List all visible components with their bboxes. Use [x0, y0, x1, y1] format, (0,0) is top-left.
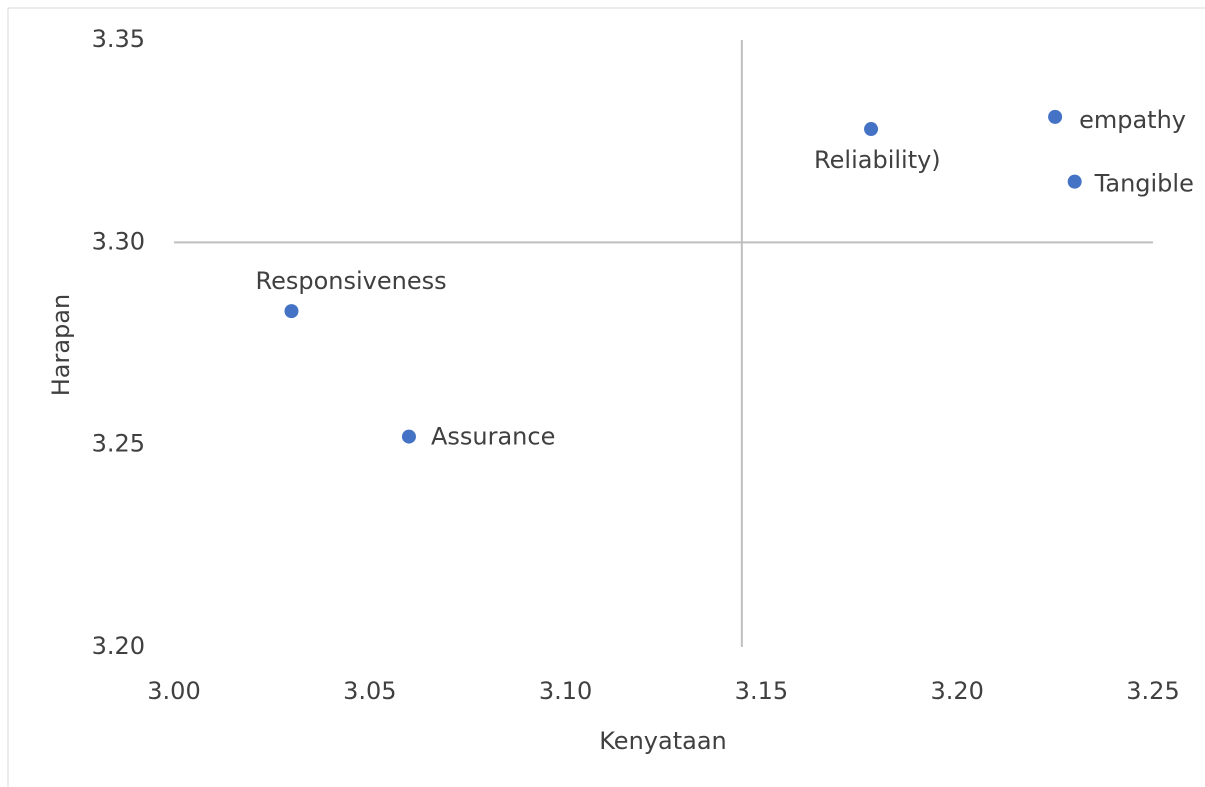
point	[284, 304, 299, 319]
y-tick-label: 3.35	[92, 25, 145, 53]
point-label: Assurance	[431, 423, 555, 451]
x-tick-label: 3.00	[147, 677, 200, 705]
point-label: Tangible	[1094, 170, 1194, 198]
point	[1048, 109, 1063, 124]
point-label: empathy	[1079, 106, 1186, 134]
point	[401, 429, 416, 444]
point	[1067, 174, 1082, 189]
x-axis-title: Kenyataan	[599, 727, 726, 755]
x-tick-label: 3.05	[343, 677, 396, 705]
x-tick-label: 3.20	[930, 677, 983, 705]
x-tick-label: 3.25	[1126, 677, 1179, 705]
y-tick-label: 3.25	[92, 430, 145, 458]
x-tick-label: 3.15	[735, 677, 788, 705]
point-label: Reliability)	[814, 146, 941, 174]
point-label: Responsiveness	[255, 267, 446, 295]
y-tick-label: 3.30	[92, 227, 145, 255]
y-tick-label: 3.20	[92, 632, 145, 660]
x-tick-label: 3.10	[539, 677, 592, 705]
y-axis-title: Harapan	[47, 294, 75, 396]
point	[864, 122, 879, 137]
chart-frame	[7, 7, 1205, 787]
